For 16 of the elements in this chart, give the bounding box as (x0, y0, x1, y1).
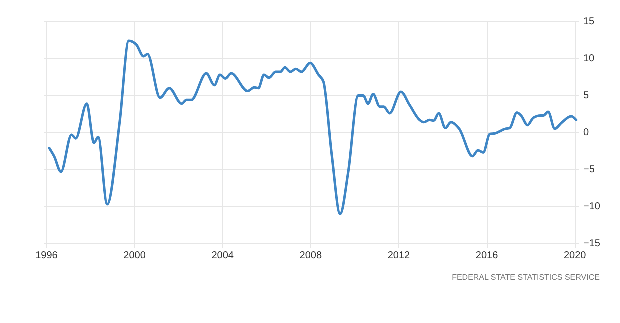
y-tick-label: −5 (584, 164, 596, 176)
y-tick-label: 0 (584, 128, 590, 138)
line-series (48, 40, 578, 216)
x-tick-label: 2000 (124, 250, 146, 262)
x-tick-label: 2004 (212, 250, 234, 262)
x-tick-label: 2020 (564, 250, 587, 262)
y-tick-label: −10 (584, 202, 601, 212)
y-tick-label: 15 (584, 16, 596, 28)
x-tick-label: 1996 (36, 250, 58, 262)
y-tick-label: −15 (584, 238, 601, 250)
text: FEDERAL STATE STATISTICS SERVICE (452, 273, 600, 282)
x-tick-label: 2012 (388, 250, 411, 262)
y-tick-label: 5 (584, 90, 590, 102)
x-tick-label: 2008 (300, 250, 322, 262)
x-tick-label: 2016 (476, 250, 499, 262)
y-tick-label: 10 (584, 54, 596, 64)
